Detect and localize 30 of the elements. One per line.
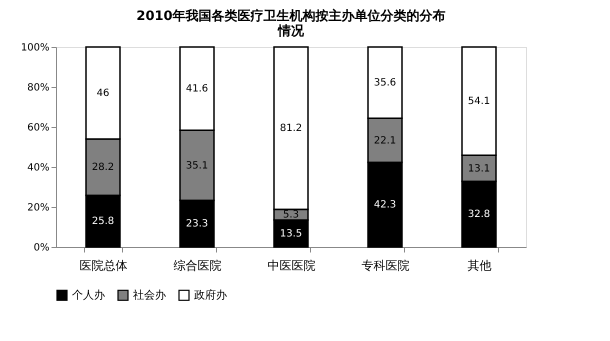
chart-title: 2010年我国各类医疗卫生机构按主办单位分类的分布情况 — [136, 8, 446, 39]
data-label: 28.2 — [92, 162, 114, 174]
data-label: 13.1 — [468, 163, 490, 174]
y-tick-label: 60% — [27, 122, 50, 134]
data-label: 54.1 — [468, 96, 490, 108]
legend-label: 社会办 — [133, 288, 166, 302]
data-label: 42.3 — [374, 200, 396, 211]
x-tick-label: 中医医院 — [268, 258, 316, 272]
y-tick-label: 100% — [20, 42, 50, 54]
data-label: 23.3 — [186, 218, 208, 230]
data-label: 25.8 — [92, 216, 114, 228]
data-label: 81.2 — [280, 123, 302, 134]
x-tick-label: 专科医院 — [362, 258, 410, 272]
data-label: 35.1 — [186, 160, 208, 172]
y-tick-label: 0% — [34, 242, 50, 254]
x-tick-label: 其他 — [468, 258, 492, 272]
y-tick-label: 80% — [27, 82, 50, 94]
data-label: 5.3 — [283, 210, 299, 221]
data-label: 41.6 — [186, 84, 208, 95]
y-tick-label: 20% — [27, 202, 50, 214]
data-label: 35.6 — [374, 78, 396, 89]
data-label: 32.8 — [468, 209, 490, 220]
legend-label: 个人办 — [72, 288, 105, 302]
data-label: 13.5 — [280, 228, 302, 240]
legend-label: 政府办 — [194, 288, 227, 302]
data-label: 22.1 — [374, 135, 396, 146]
data-label: 46 — [96, 88, 110, 99]
y-tick-label: 40% — [27, 162, 50, 174]
x-tick-label: 医院总体 — [80, 258, 128, 272]
x-tick-label: 综合医院 — [174, 258, 222, 272]
